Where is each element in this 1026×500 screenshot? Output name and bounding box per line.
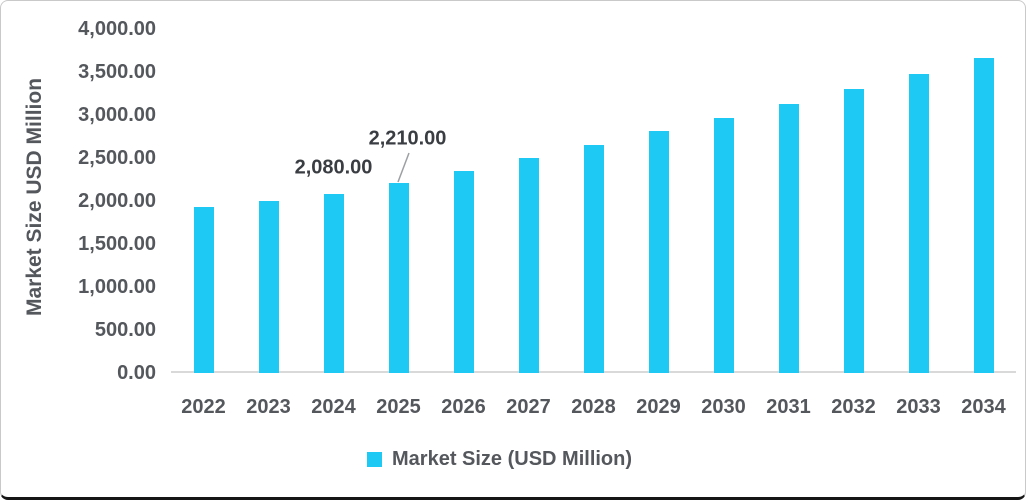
legend-series-label: Market Size (USD Million) [392, 448, 633, 470]
bar-2034 [973, 58, 994, 373]
y-tick-label: 1,500.00 [78, 233, 156, 255]
bar-2023 [258, 201, 279, 373]
y-tick-label: 3,500.00 [78, 61, 156, 83]
x-tick-label-2024: 2024 [311, 396, 356, 418]
bar-2029 [648, 131, 669, 373]
y-tick-label: 3,000.00 [78, 104, 156, 126]
y-tick-label: 1,000.00 [78, 276, 156, 298]
leader-line [396, 152, 410, 183]
x-tick-label-2028: 2028 [571, 396, 616, 418]
x-tick-label-2034: 2034 [961, 396, 1006, 418]
data-label-2024: 2,080.00 [294, 156, 373, 179]
bar-2028 [583, 145, 604, 373]
bar-2026 [453, 170, 474, 373]
x-tick-label-2032: 2032 [831, 396, 876, 418]
bar-2025 [388, 182, 409, 373]
y-tick-label: 2,500.00 [78, 147, 156, 169]
x-tick-label-2025: 2025 [376, 396, 421, 418]
bar-2022 [193, 207, 214, 373]
x-tick-label-2030: 2030 [701, 396, 746, 418]
bar-2030 [713, 117, 734, 373]
x-tick-label-2031: 2031 [766, 396, 811, 418]
bar-2032 [843, 89, 864, 373]
bar-2027 [518, 158, 539, 373]
x-tick-label-2027: 2027 [506, 396, 551, 418]
legend-color-swatch [367, 452, 382, 467]
y-tick-label: 2,000.00 [78, 190, 156, 212]
data-label-2025: 2,210.00 [368, 127, 447, 150]
bar-2033 [908, 73, 929, 373]
y-tick-label: 4,000.00 [78, 18, 156, 40]
x-tick-label-2033: 2033 [896, 396, 941, 418]
legend: Market Size (USD Million) [367, 448, 632, 471]
bar-2031 [778, 103, 799, 373]
x-tick-label-2023: 2023 [246, 396, 291, 418]
x-tick-label-2029: 2029 [636, 396, 681, 418]
bar-2024 [323, 194, 344, 373]
y-tick-label: 500.00 [94, 319, 156, 341]
x-tick-label-2022: 2022 [181, 396, 226, 418]
x-tick-label-2026: 2026 [441, 396, 486, 418]
y-tick-label: 0.00 [117, 362, 156, 384]
